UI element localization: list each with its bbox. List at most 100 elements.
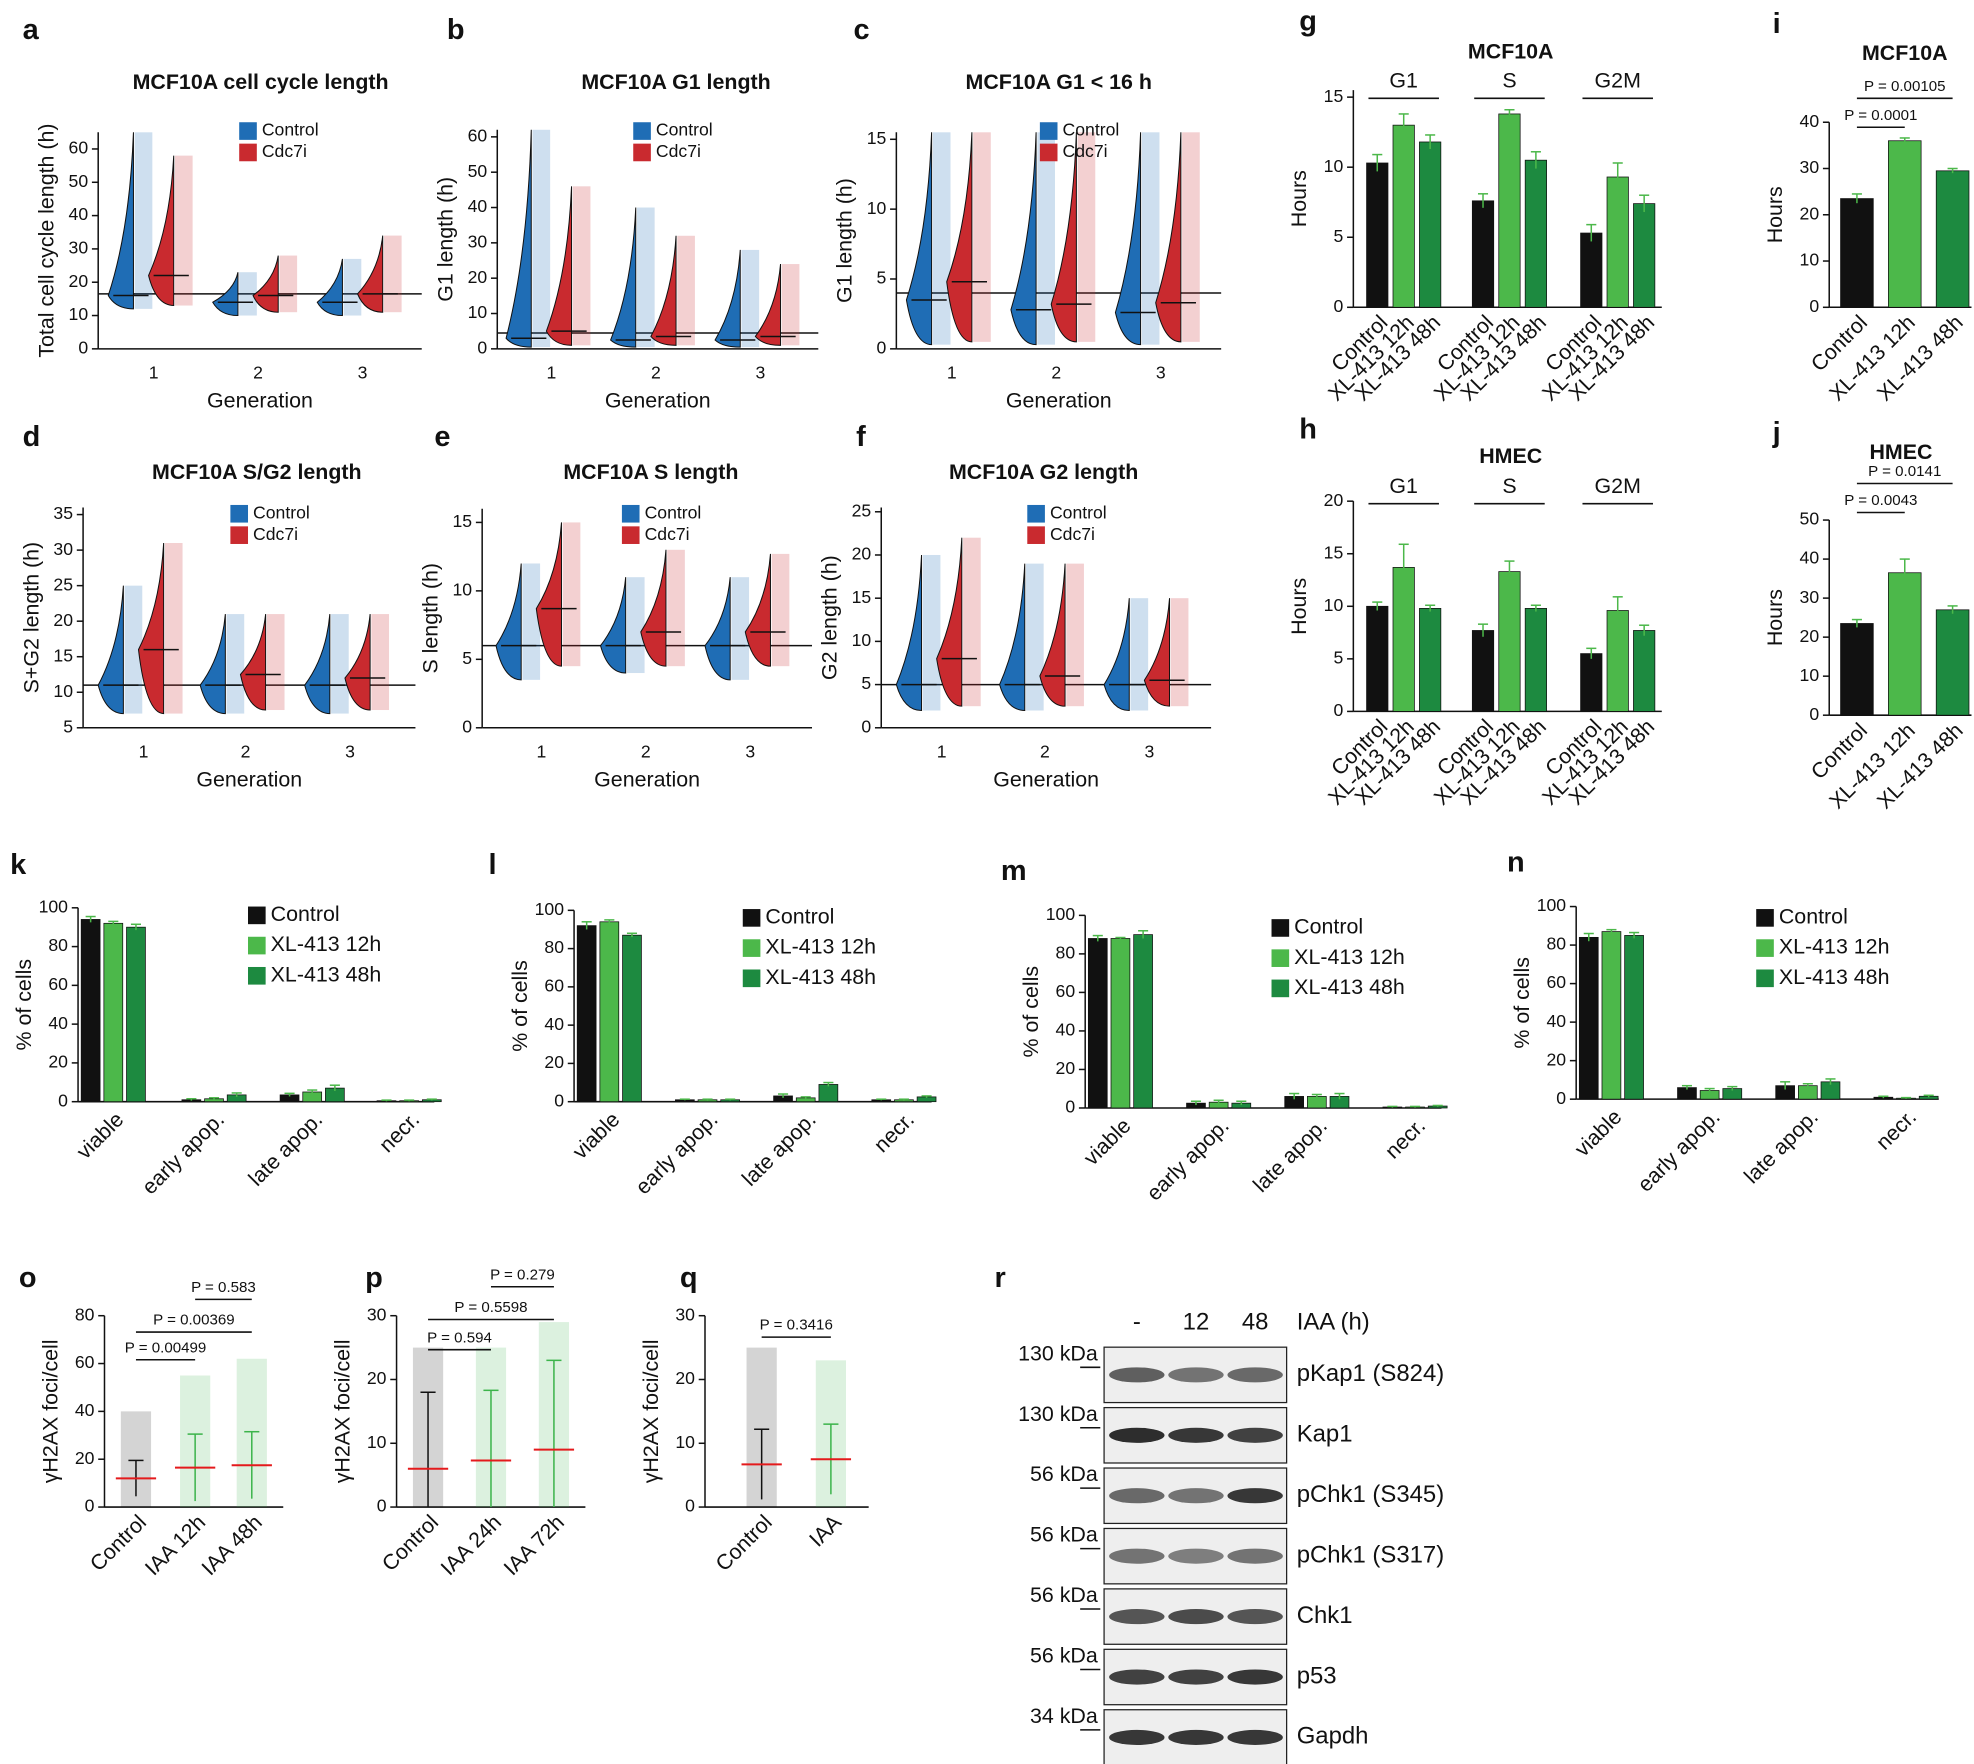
- point-cloud: [226, 614, 245, 714]
- bar: [1888, 140, 1922, 308]
- bar: [1471, 200, 1495, 308]
- x-tick-label: 3: [345, 742, 355, 762]
- legend-label: Control: [1779, 905, 1848, 929]
- band: [1227, 1488, 1283, 1504]
- legend-label: Control: [1050, 502, 1107, 522]
- violin: [252, 255, 279, 313]
- y-tick-label: 15: [53, 645, 73, 665]
- y-tick-label: 60: [48, 974, 68, 994]
- y-tick-label: 10: [53, 681, 73, 701]
- panel-letter: b: [447, 14, 465, 46]
- band: [1168, 1548, 1224, 1564]
- bar: [1366, 605, 1389, 712]
- violin: [946, 132, 973, 343]
- violin: [905, 132, 933, 346]
- y-tick-label: 20: [852, 544, 872, 564]
- violin: [1114, 132, 1142, 346]
- y-tick-label: 60: [1056, 981, 1076, 1001]
- bar: [80, 919, 101, 1103]
- legend-swatch: [742, 969, 761, 988]
- point-cloud: [1170, 598, 1189, 707]
- bar: [1633, 630, 1656, 712]
- x-tick-label: 3: [358, 363, 368, 383]
- x-tick-label: IAA: [805, 1510, 847, 1552]
- point-cloud: [731, 577, 750, 680]
- group-label: S: [1502, 69, 1516, 93]
- band: [1227, 1729, 1283, 1745]
- y-tick-label: 0: [1333, 296, 1343, 316]
- band: [1109, 1427, 1165, 1443]
- protein-label: Chk1: [1297, 1602, 1353, 1629]
- violin: [714, 249, 741, 348]
- lane-label: -: [1133, 1309, 1141, 1336]
- y-axis-label: % of cells: [1019, 966, 1043, 1058]
- panel-letter: g: [1299, 5, 1317, 37]
- violin: [239, 614, 267, 711]
- y-tick-label: 35: [53, 503, 73, 523]
- bar: [818, 1084, 839, 1103]
- y-tick-label: 0: [1065, 1097, 1075, 1117]
- y-tick-label: 80: [75, 1304, 95, 1324]
- panel-letter: l: [488, 849, 496, 881]
- y-tick-label: 100: [535, 899, 565, 919]
- y-tick-label: 30: [367, 1304, 387, 1324]
- bar: [1419, 608, 1442, 712]
- x-tick-label: 2: [1051, 363, 1061, 383]
- legend-swatch: [1039, 122, 1058, 140]
- point-cloud: [963, 537, 981, 707]
- legend-label: Control: [262, 120, 319, 140]
- y-tick-label: 10: [675, 1432, 695, 1452]
- y-tick-label: 0: [685, 1496, 695, 1516]
- band: [1109, 1669, 1165, 1685]
- y-axis-label: Total cell cycle length (h): [34, 123, 58, 357]
- x-axis-label: Generation: [594, 767, 700, 791]
- point-cloud: [239, 272, 257, 316]
- marker-label: 130 kDa: [1018, 1402, 1098, 1426]
- y-tick-label: 10: [1324, 595, 1344, 615]
- y-tick-label: 15: [453, 511, 473, 531]
- violin: [148, 155, 175, 307]
- point-cloud: [781, 264, 800, 346]
- point-cloud: [932, 132, 951, 345]
- panel-letter: q: [680, 1262, 698, 1294]
- legend-swatch: [1027, 526, 1045, 544]
- x-tick-label: 2: [641, 742, 651, 762]
- x-axis-label: Generation: [207, 388, 313, 412]
- y-tick-label: 0: [462, 716, 472, 736]
- violin: [199, 614, 226, 715]
- y-tick-label: 20: [468, 267, 488, 287]
- violin: [316, 258, 343, 317]
- bar: [1580, 653, 1603, 712]
- marker-label: 130 kDa: [1018, 1341, 1098, 1365]
- panel-letter: e: [434, 421, 450, 453]
- legend-label: XL-413 12h: [1779, 935, 1890, 959]
- y-axis-label: Hours: [1287, 578, 1311, 635]
- violin: [609, 207, 637, 348]
- bar: [1601, 931, 1622, 1100]
- x-tick-label: late apop.: [737, 1107, 820, 1190]
- y-tick-label: 0: [876, 337, 886, 357]
- y-tick-label: 10: [468, 302, 488, 322]
- x-tick-label: 3: [1145, 742, 1155, 762]
- panel-letter: j: [1772, 417, 1781, 449]
- bar: [1624, 935, 1644, 1100]
- violin: [599, 577, 627, 674]
- band: [1109, 1729, 1165, 1745]
- y-tick-label: 0: [85, 1496, 95, 1516]
- panel-letter: a: [23, 14, 40, 46]
- p-value: P = 0.583: [191, 1279, 256, 1296]
- treatment-label: IAA (h): [1297, 1309, 1370, 1336]
- y-tick-label: 10: [453, 580, 473, 600]
- y-tick-label: 15: [1324, 542, 1344, 562]
- y-tick-label: 40: [1800, 548, 1820, 568]
- legend-swatch: [230, 504, 249, 523]
- group-label: G2M: [1595, 474, 1641, 498]
- chart-title: MCF10A S length: [563, 460, 738, 484]
- point-cloud: [1066, 563, 1084, 707]
- bar: [1498, 571, 1521, 712]
- y-tick-label: 40: [544, 1014, 564, 1034]
- point-cloud: [626, 577, 645, 674]
- chart-title: HMEC: [1869, 440, 1932, 464]
- violin: [1039, 563, 1066, 707]
- point-cloud: [771, 553, 790, 667]
